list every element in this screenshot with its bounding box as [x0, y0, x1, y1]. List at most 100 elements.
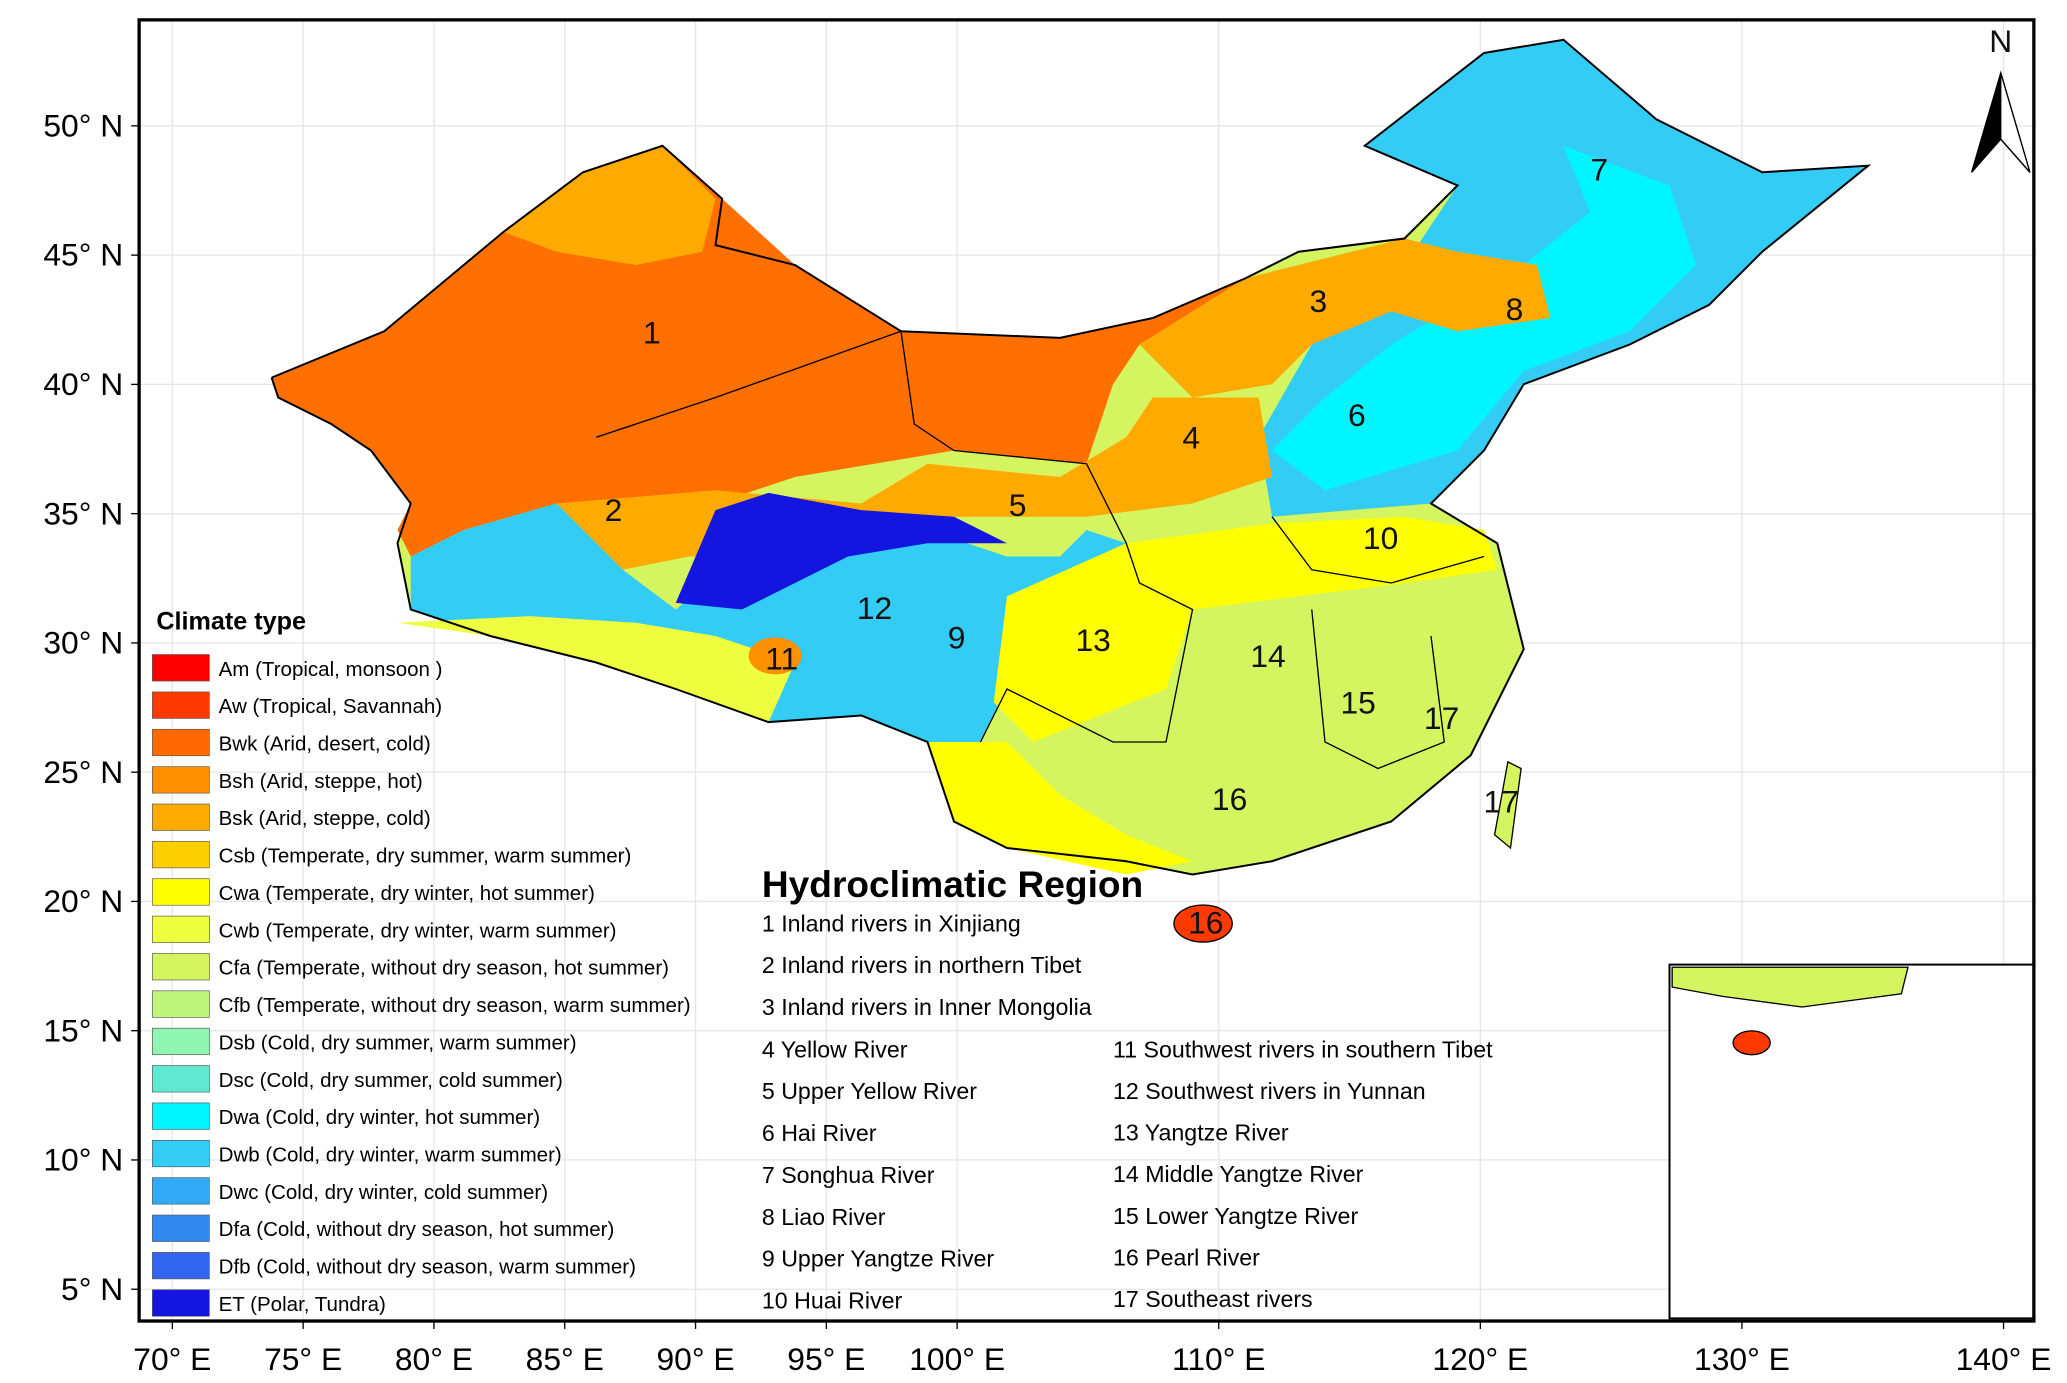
lon-tick-label: 100° E — [909, 1341, 1005, 1377]
region-number: 5 — [1009, 487, 1027, 523]
legend-title: Climate type — [156, 607, 306, 635]
legend-label: Dsc (Cold, dry summer, cold summer) — [219, 1069, 563, 1092]
legend-label: Cwa (Temperate, dry winter, hot summer) — [219, 882, 595, 905]
region-number: 17 — [1424, 700, 1459, 736]
legend-swatch — [152, 1177, 210, 1205]
region-number: 2 — [605, 492, 623, 528]
legend-swatch — [152, 915, 210, 943]
lat-tick-label: 50° N — [43, 107, 123, 143]
legend-swatch — [152, 1102, 210, 1130]
lat-tick-label: 5° N — [61, 1271, 123, 1307]
legend-label: Dwa (Cold, dry winter, hot summer) — [219, 1106, 541, 1129]
region-number: 12 — [857, 590, 892, 626]
lon-tick-label: 110° E — [1172, 1341, 1265, 1377]
legend-label: Dfa (Cold, without dry season, hot summe… — [219, 1218, 615, 1241]
region-number: 11 — [765, 641, 798, 677]
region-boundary — [1311, 609, 1445, 770]
inset-hainan — [1732, 1030, 1771, 1056]
region-number: 14 — [1250, 638, 1285, 674]
region-list-item: 5 Upper Yellow River — [762, 1078, 977, 1104]
legend-swatch — [152, 841, 210, 869]
lon-tick-label: 120° E — [1432, 1341, 1528, 1377]
legend-swatch — [152, 1139, 210, 1168]
lat-tick-label: 30° N — [43, 625, 123, 661]
lon-tick-label: 140° E — [1956, 1341, 2052, 1377]
lat-tick-label: 25° N — [43, 754, 123, 790]
legend-swatch — [152, 990, 210, 1018]
inset-coast — [1671, 966, 1909, 1008]
cwa-central — [993, 516, 1498, 742]
legend-label: Bsh (Arid, steppe, hot) — [219, 770, 423, 793]
legend-swatch — [152, 953, 210, 981]
dwb-tibet — [410, 503, 1127, 742]
region-list-item: 10 Huai River — [762, 1288, 903, 1314]
north-arrow-half — [2000, 72, 2031, 173]
legend-label: Csb (Temperate, dry summer, warm summer) — [219, 845, 632, 868]
legend-swatch — [152, 691, 210, 719]
region-number: 3 — [1310, 283, 1328, 319]
legend-swatch — [152, 766, 210, 794]
legend-swatch — [152, 1065, 210, 1093]
legend-swatch — [152, 1289, 210, 1317]
bsh-patch — [748, 637, 802, 675]
legend-label: Dsb (Cold, dry summer, warm summer) — [219, 1031, 577, 1054]
map-frame — [137, 18, 2036, 1323]
regions-title: Hydroclimatic Region — [762, 863, 1143, 905]
region-list-item: 17 Southeast rivers — [1113, 1286, 1313, 1312]
region-list-item: 2 Inland rivers in northern Tibet — [762, 952, 1082, 978]
region-list-item: 11 Southwest rivers in southern Tibet — [1113, 1036, 1493, 1062]
legend-swatch — [152, 728, 210, 757]
region-boundary — [1271, 516, 1485, 584]
region-number: 6 — [1348, 397, 1366, 433]
region-number: 13 — [1075, 622, 1110, 658]
legend-swatch — [152, 878, 210, 906]
region-list-item: 14 Middle Yangtze River — [1113, 1161, 1364, 1187]
region-number: 7 — [1590, 152, 1608, 188]
legend-label: Cfb (Temperate, without dry season, warm… — [219, 994, 691, 1017]
region-number: 8 — [1506, 291, 1524, 327]
legend-swatch — [152, 1214, 210, 1242]
region-list-item: 3 Inland rivers in Inner Mongolia — [762, 994, 1092, 1020]
lat-tick-label: 45° N — [43, 237, 123, 273]
region-list-item: 6 Hai River — [762, 1120, 877, 1146]
legend-label: Cfa (Temperate, without dry season, hot … — [219, 957, 669, 980]
region-list-item: 1 Inland rivers in Xinjiang — [762, 910, 1021, 936]
lat-tick-label: 10° N — [43, 1142, 123, 1178]
region-number: 16 — [1188, 904, 1223, 940]
region-list-item: 9 Upper Yangtze River — [762, 1246, 995, 1272]
lon-tick-label: 75° E — [264, 1341, 342, 1377]
region-list-item: 13 Yangtze River — [1113, 1120, 1289, 1146]
legend-label: Am (Tropical, monsoon ) — [219, 658, 443, 681]
region-number: 9 — [948, 619, 966, 655]
lon-tick-label: 130° E — [1694, 1341, 1790, 1377]
legend-label: Dfb (Cold, without dry season, warm summ… — [219, 1256, 636, 1279]
legend-label: Bwk (Arid, desert, cold) — [219, 732, 431, 755]
lon-tick-label: 70° E — [133, 1341, 211, 1377]
legend-label: Dwb (Cold, dry winter, warm summer) — [219, 1143, 562, 1166]
legend-label: Dwc (Cold, dry winter, cold summer) — [219, 1181, 548, 1204]
region-number: 1 — [643, 315, 661, 351]
lon-tick-label: 90° E — [656, 1341, 734, 1377]
region-number: 15 — [1340, 684, 1375, 720]
region-list-item: 15 Lower Yangtze River — [1113, 1203, 1358, 1229]
legend-swatch — [152, 803, 210, 831]
legend-label: Aw (Tropical, Savannah) — [219, 695, 442, 718]
lat-tick-label: 40° N — [43, 366, 123, 402]
region-list-item: 16 Pearl River — [1113, 1244, 1260, 1270]
north-label: N — [1989, 23, 2012, 59]
legend-label: Cwb (Temperate, dry winter, warm summer) — [219, 919, 617, 942]
region-number: 16 — [1212, 781, 1247, 817]
bsk-northeast — [1139, 238, 1551, 398]
lon-tick-label: 80° E — [395, 1341, 473, 1377]
region-number: 17 — [1484, 784, 1519, 820]
legend-label: Bsk (Arid, steppe, cold) — [219, 807, 431, 830]
bsk-north-xinjiang — [503, 145, 716, 265]
et-tibet — [675, 492, 1008, 610]
lon-tick-label: 95° E — [787, 1341, 865, 1377]
legend-swatch — [152, 1252, 210, 1280]
region-number: 10 — [1363, 520, 1398, 556]
legend-swatch — [152, 1027, 210, 1056]
lat-tick-label: 20° N — [43, 883, 123, 919]
china-map — [270, 38, 1872, 943]
